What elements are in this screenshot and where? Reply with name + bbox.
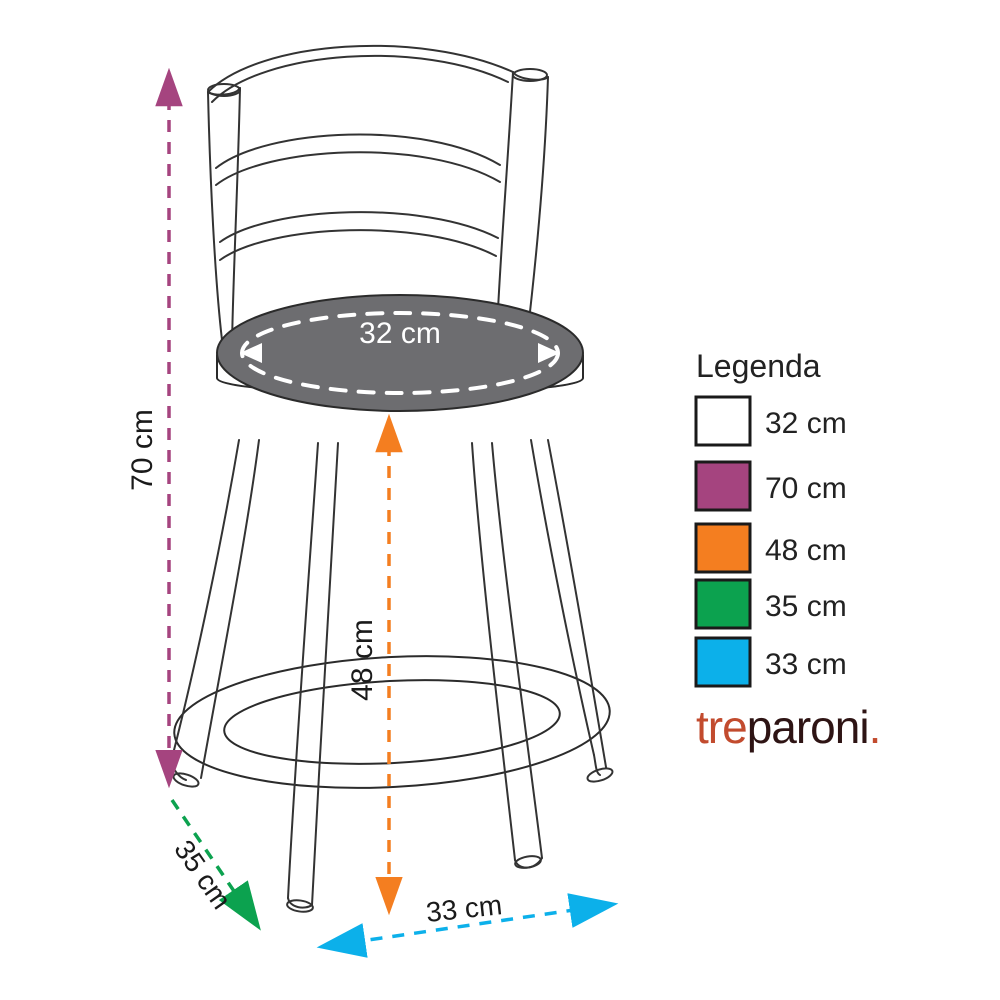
svg-text:48 cm: 48 cm <box>346 619 379 701</box>
svg-text:33 cm: 33 cm <box>765 648 847 681</box>
svg-text:70 cm: 70 cm <box>765 472 847 505</box>
svg-text:32 cm: 32 cm <box>359 317 441 350</box>
svg-text:Legenda: Legenda <box>696 348 821 384</box>
svg-text:treparoni.: treparoni. <box>696 701 880 753</box>
svg-text:32 cm: 32 cm <box>765 407 847 440</box>
svg-text:48 cm: 48 cm <box>765 534 847 567</box>
svg-text:35 cm: 35 cm <box>765 590 847 623</box>
svg-text:70 cm: 70 cm <box>126 409 159 491</box>
